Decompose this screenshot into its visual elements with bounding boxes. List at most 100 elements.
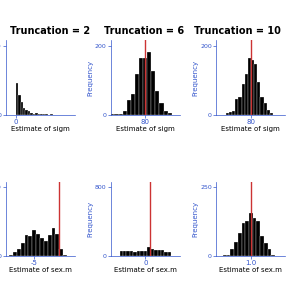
Bar — [226, 113, 229, 115]
Bar — [143, 58, 147, 115]
Bar — [257, 82, 260, 115]
Bar — [151, 249, 154, 256]
Bar — [155, 91, 160, 115]
Bar — [147, 247, 151, 256]
Bar — [55, 234, 59, 256]
Bar — [21, 243, 24, 256]
Bar — [9, 255, 13, 256]
Y-axis label: Frequency: Frequency — [88, 60, 94, 96]
Bar — [151, 71, 155, 115]
Bar — [268, 249, 271, 256]
Bar — [251, 60, 254, 115]
Bar — [17, 249, 21, 256]
Bar — [264, 243, 268, 256]
Bar — [223, 255, 227, 256]
Y-axis label: Frequency: Frequency — [88, 201, 94, 237]
Bar — [25, 110, 28, 115]
Bar — [52, 228, 55, 256]
Text: Truncation = 2: Truncation = 2 — [10, 26, 90, 36]
Bar — [23, 108, 25, 115]
Bar — [168, 113, 172, 115]
Bar — [123, 111, 127, 115]
Bar — [120, 251, 123, 256]
Bar — [127, 100, 131, 115]
Bar — [147, 52, 151, 115]
Bar — [245, 74, 248, 115]
Bar — [249, 213, 253, 256]
Bar — [133, 252, 137, 256]
Bar — [40, 114, 43, 115]
Bar — [38, 114, 40, 115]
Bar — [131, 94, 135, 115]
X-axis label: Estimate of sigm: Estimate of sigm — [221, 126, 280, 132]
Bar — [59, 249, 63, 256]
Bar — [140, 251, 144, 256]
Bar — [130, 251, 133, 256]
Bar — [230, 249, 234, 256]
Bar — [158, 250, 161, 256]
Bar — [16, 83, 18, 115]
Bar — [18, 95, 20, 115]
Bar — [126, 251, 130, 256]
Bar — [260, 236, 264, 256]
Bar — [63, 255, 67, 256]
Bar — [168, 252, 171, 256]
X-axis label: Estimate of sigm: Estimate of sigm — [116, 126, 175, 132]
Bar — [44, 241, 48, 256]
Bar — [154, 250, 158, 256]
Bar — [144, 251, 147, 256]
Bar — [238, 96, 242, 115]
Bar — [238, 233, 242, 256]
Bar — [119, 114, 123, 115]
Bar — [264, 103, 267, 115]
Bar — [271, 255, 275, 256]
Bar — [35, 113, 38, 115]
Bar — [123, 251, 126, 256]
Bar — [31, 113, 33, 115]
Bar — [32, 230, 36, 256]
Bar — [50, 114, 52, 115]
Bar — [28, 111, 31, 115]
Bar — [257, 221, 260, 256]
Bar — [254, 64, 257, 115]
Bar — [267, 110, 270, 115]
Y-axis label: Frequency: Frequency — [193, 60, 199, 96]
X-axis label: Estimate of sex.m: Estimate of sex.m — [114, 267, 177, 273]
Bar — [253, 218, 257, 256]
Bar — [135, 74, 139, 115]
Bar — [235, 99, 238, 115]
Bar — [232, 111, 235, 115]
Bar — [24, 235, 29, 256]
Text: Truncation = 10: Truncation = 10 — [194, 26, 281, 36]
Bar — [164, 111, 168, 115]
Y-axis label: Frequency: Frequency — [193, 201, 199, 237]
Bar — [245, 221, 249, 256]
Bar — [137, 251, 140, 256]
Bar — [48, 235, 52, 256]
Bar — [45, 114, 48, 115]
Bar — [242, 84, 245, 115]
Bar — [33, 113, 35, 115]
Bar — [164, 252, 168, 256]
Bar — [110, 114, 115, 115]
Bar — [43, 114, 45, 115]
Bar — [229, 112, 232, 115]
Bar — [234, 242, 238, 256]
X-axis label: Estimate of sex.m: Estimate of sex.m — [9, 267, 72, 273]
Bar — [161, 250, 164, 256]
Bar — [160, 103, 164, 115]
Bar — [40, 238, 44, 256]
Bar — [270, 113, 273, 115]
Bar — [260, 97, 264, 115]
Bar — [115, 114, 119, 115]
Bar — [20, 103, 23, 115]
Bar — [36, 234, 40, 256]
Bar — [29, 236, 32, 256]
Text: Truncation = 6: Truncation = 6 — [104, 26, 184, 36]
X-axis label: Estimate of sigm: Estimate of sigm — [11, 126, 70, 132]
Bar — [13, 252, 17, 256]
Bar — [242, 223, 245, 256]
Bar — [139, 58, 143, 115]
Bar — [227, 255, 230, 256]
X-axis label: Estimate of sex.m: Estimate of sex.m — [219, 267, 282, 273]
